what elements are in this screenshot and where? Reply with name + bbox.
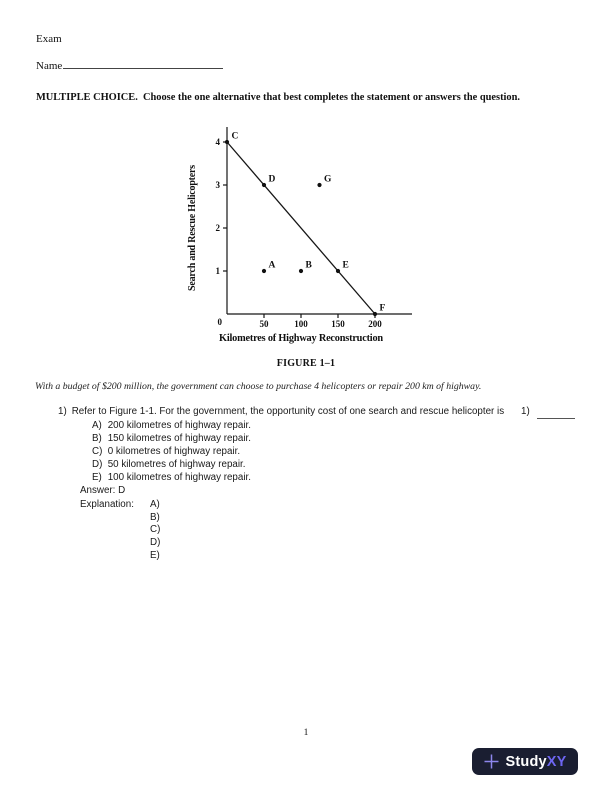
data-point-A: [261, 268, 267, 274]
option-text: 50 kilometres of highway repair.: [107, 459, 246, 470]
y-tick-label: 4: [216, 137, 221, 147]
option-row: B) 150 kilometres of highway repair.: [92, 432, 251, 445]
figure-caption: FIGURE 1–1: [276, 358, 336, 369]
point-label-B: B: [306, 261, 313, 271]
answer-value: D: [118, 485, 126, 496]
studyxy-brand-badge[interactable]: StudyXY: [472, 748, 578, 775]
explanation-item: A): [150, 499, 160, 510]
answer-row: Answer: D: [80, 485, 125, 496]
option-row: E) 100 kilometres of highway repair.: [92, 471, 251, 484]
explanation-item: B): [150, 511, 160, 523]
x-tick-label: 150: [331, 319, 345, 329]
data-point-C: [224, 139, 230, 145]
explanation-label: Explanation:: [80, 499, 134, 510]
page-number: 1: [303, 728, 309, 738]
option-label: A): [92, 420, 102, 431]
origin-label: 0: [218, 317, 223, 327]
option-label: C): [92, 446, 103, 457]
point-label-F: F: [380, 304, 386, 314]
name-label: Name: [36, 60, 63, 72]
answer-blank-line[interactable]: [537, 417, 575, 419]
brand-suffix: XY: [546, 753, 567, 770]
explanation-item: E): [150, 549, 160, 561]
option-label: E): [92, 472, 102, 483]
explanation-item: C): [150, 524, 161, 536]
y-tick-label: 1: [216, 266, 221, 276]
question-answer-ref: 1): [521, 406, 530, 417]
option-text: 200 kilometres of highway repair.: [107, 420, 251, 431]
data-point-G: [317, 182, 322, 188]
option-label: D): [92, 459, 103, 470]
data-point-D: [261, 182, 267, 188]
y-tick-label: 3: [216, 180, 221, 190]
instructions: MULTIPLE CHOICE. Choose the one alternat…: [36, 92, 521, 103]
figure-note: With a budget of $200 million, the gover…: [35, 381, 482, 392]
data-point-F: [372, 311, 378, 317]
data-point-B: [298, 268, 304, 274]
brand-text: StudyXY: [505, 754, 566, 770]
x-tick-label: 50: [260, 319, 270, 329]
budget-line: [226, 141, 376, 315]
question-row: 1) Refer to Figure 1-1. For the governmen…: [58, 406, 504, 417]
option-text: 0 kilometres of highway repair.: [107, 446, 241, 457]
y-tick-label: 2: [216, 223, 221, 233]
option-label: B): [92, 433, 102, 444]
point-label-A: A: [269, 261, 276, 271]
answer-label: Answer:: [80, 485, 116, 496]
point-label-E: E: [343, 261, 349, 271]
x-tick-label: 200: [368, 319, 382, 329]
plus-icon: [484, 754, 499, 769]
x-axis-title: Kilometres of Highway Reconstruction: [219, 333, 383, 344]
page-title: Exam: [36, 33, 62, 45]
x-tick-label: 100: [294, 319, 308, 329]
question-text: Refer to Figure 1-1. For the government,…: [71, 406, 505, 417]
figure-chart: 50 100 150 200 1 2 3 4 0 C D G A B E F Kilometres of Hig…: [185, 124, 415, 350]
brand-name: Study: [505, 753, 547, 770]
option-row: D) 50 kilometres of highway repair.: [92, 458, 251, 471]
options-list: A) 200 kilometres of highway repair. B) …: [92, 419, 251, 484]
option-text: 150 kilometres of highway repair.: [107, 433, 251, 444]
name-blank-line[interactable]: [63, 58, 224, 69]
data-point-E: [335, 268, 341, 274]
question-number: 1): [58, 406, 67, 417]
option-row: A) 200 kilometres of highway repair.: [92, 419, 251, 432]
option-row: C) 0 kilometres of highway repair.: [92, 445, 251, 458]
point-label-C: C: [232, 132, 239, 142]
point-label-D: D: [269, 175, 276, 185]
point-label-G: G: [324, 175, 332, 185]
explanation-item: D): [150, 537, 161, 549]
option-text: 100 kilometres of highway repair.: [107, 472, 251, 483]
y-axis-title: Search and Rescue Helicopters: [187, 165, 198, 291]
explanation-items: A) B) C) D) E): [150, 499, 160, 563]
name-row: Name: [36, 58, 224, 72]
figure-svg: 50 100 150 200 1 2 3 4 0 C D G A B E F Kilometres of Hig…: [187, 126, 412, 344]
